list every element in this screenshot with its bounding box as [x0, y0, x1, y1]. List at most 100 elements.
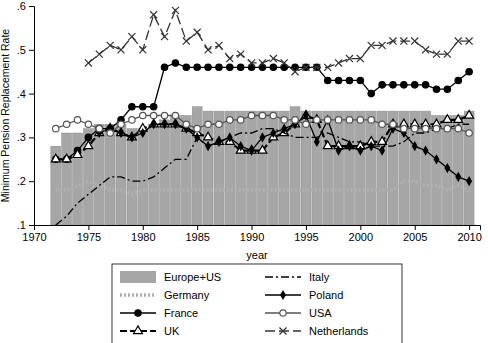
marker	[390, 82, 396, 88]
marker	[183, 121, 189, 127]
marker	[140, 128, 146, 138]
marker	[335, 59, 342, 66]
marker	[455, 77, 461, 83]
marker	[325, 117, 331, 123]
marker	[433, 86, 439, 92]
marker	[368, 90, 374, 96]
marker	[150, 112, 156, 118]
marker	[194, 64, 200, 70]
marker	[368, 42, 375, 49]
marker	[292, 117, 298, 123]
marker	[84, 141, 93, 149]
marker	[238, 141, 244, 151]
marker	[347, 141, 353, 151]
marker	[205, 121, 211, 127]
x-tick: 2005	[403, 225, 427, 243]
marker	[444, 163, 450, 173]
marker	[259, 112, 265, 118]
marker	[412, 125, 418, 131]
legend-label: USA	[309, 307, 332, 319]
marker	[139, 46, 146, 53]
marker	[162, 119, 168, 129]
marker	[323, 141, 332, 149]
marker	[73, 150, 82, 158]
tick-mark	[29, 225, 34, 226]
bar	[160, 120, 170, 225]
marker	[313, 64, 320, 71]
marker	[346, 77, 352, 83]
marker	[444, 86, 450, 92]
marker	[379, 82, 385, 88]
tick-mark	[469, 225, 470, 230]
marker	[140, 112, 146, 118]
marker	[216, 64, 222, 70]
marker	[412, 82, 418, 88]
marker	[107, 130, 113, 136]
tick-label: .1	[17, 219, 26, 231]
marker	[346, 117, 352, 123]
marker	[140, 104, 146, 110]
x-tick: 1990	[240, 225, 264, 243]
legend-label: Netherlands	[309, 325, 369, 337]
legend-item: UK	[120, 325, 180, 337]
chart: .1.2.3.4.5.61970197519801985199019952000…	[0, 0, 488, 343]
marker	[85, 134, 91, 140]
x-tick: 1980	[131, 225, 155, 243]
marker	[248, 112, 254, 118]
y-axis-title: Minimum Pension Replacement Rate	[0, 29, 11, 202]
marker	[96, 51, 103, 58]
marker	[314, 117, 320, 123]
tick-label: 1995	[294, 231, 318, 243]
legend-swatch	[265, 276, 301, 277]
marker	[172, 7, 179, 14]
tick-label: .2	[17, 175, 26, 187]
marker	[161, 112, 167, 118]
marker	[74, 117, 80, 123]
legend-marker	[135, 310, 141, 316]
bar	[138, 129, 148, 225]
x-tick: 1975	[77, 225, 101, 243]
marker	[465, 110, 474, 118]
marker	[312, 115, 321, 123]
marker	[368, 141, 374, 151]
legend-label: France	[164, 307, 198, 319]
axis-line	[29, 7, 35, 226]
bar	[247, 111, 257, 225]
marker	[281, 124, 287, 134]
bar	[105, 124, 115, 225]
tick-mark	[29, 6, 34, 7]
x-tick: 1995	[294, 225, 318, 243]
tick-label: 1970	[22, 231, 46, 243]
marker	[390, 121, 396, 127]
marker	[443, 115, 452, 123]
marker	[270, 64, 276, 70]
marker	[215, 42, 222, 49]
marker	[96, 125, 102, 131]
legend-marker	[279, 327, 286, 334]
marker	[118, 46, 125, 53]
legend-label: UK	[164, 325, 180, 337]
bar	[421, 111, 431, 225]
marker	[379, 145, 385, 155]
marker	[401, 82, 407, 88]
line	[56, 63, 469, 159]
marker	[281, 59, 288, 66]
marker	[422, 46, 429, 53]
marker	[237, 117, 243, 123]
marker	[401, 125, 407, 131]
marker	[434, 154, 440, 164]
marker	[194, 29, 201, 36]
marker	[118, 121, 124, 127]
bar	[94, 124, 104, 225]
tick-mark	[415, 225, 416, 230]
marker	[63, 121, 69, 127]
marker	[259, 132, 265, 142]
marker	[455, 38, 462, 45]
tick-label: 2005	[403, 231, 427, 243]
bar	[127, 129, 137, 225]
axis-line	[35, 226, 481, 231]
legend-marker	[280, 290, 286, 300]
bar	[355, 111, 365, 225]
marker	[194, 132, 200, 142]
x-axis: 197019751980198519901995200020052010	[22, 225, 482, 243]
